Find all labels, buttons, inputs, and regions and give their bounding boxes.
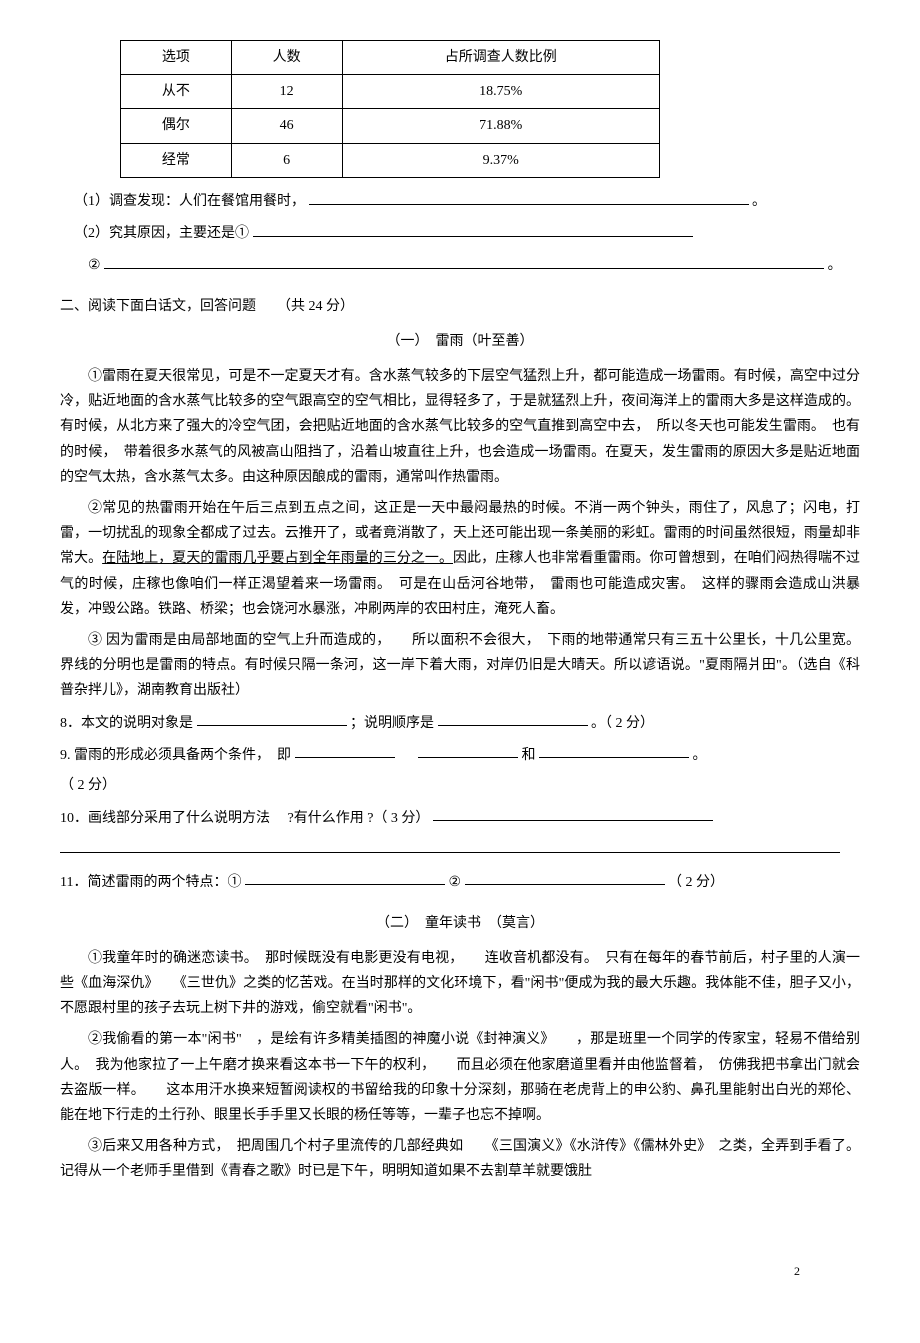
finding-2: （2）究其原因，主要还是① (60, 220, 860, 246)
q11-end: （ 2 分） (668, 874, 724, 889)
blank-line (253, 220, 693, 237)
survey-table: 选项 人数 占所调查人数比例 从不 12 18.75% 偶尔 46 71.88%… (120, 40, 660, 178)
table-row: 偶尔 46 71.88% (121, 109, 660, 143)
finding-1-prefix: （1）调查发现：人们在餐馆用餐时， (74, 194, 305, 209)
period: 。 (752, 194, 766, 209)
q9-and: 和 (522, 747, 536, 762)
question-10: 10．画线部分采用了什么说明方法 ?有什么作用 ?（ 3 分） (60, 805, 860, 831)
passage-1-p1: ①雷雨在夏天很常见，可是不一定夏天才有。含水蒸气较多的下层空气猛烈上升，都可能造… (60, 364, 860, 490)
finding-2b: ② 。 (60, 252, 860, 278)
col-percent: 占所调查人数比例 (342, 41, 660, 75)
passage-1-p2: ②常见的热雷雨开始在午后三点到五点之间，这正是一天中最闷最热的时候。不消一两个钟… (60, 496, 860, 622)
table-header-row: 选项 人数 占所调查人数比例 (121, 41, 660, 75)
passage-1-p3: ③ 因为雷雨是由局部地面的空气上升而造成的， 所以面积不会很大， 下雨的地带通常… (60, 628, 860, 704)
cell-option: 经常 (121, 143, 232, 177)
passage-2-p3: ③后来又用各种方式， 把周围几个村子里流传的几部经典如 《三国演义》《水浒传》《… (60, 1134, 860, 1184)
cell-count: 6 (231, 143, 342, 177)
blank-line (309, 188, 749, 205)
passage-2-p1: ①我童年时的确迷恋读书。 那时候既没有电影更没有电视， 连收音机都没有。 只有在… (60, 946, 860, 1022)
blank-line (60, 837, 840, 854)
page-number: 2 (794, 1261, 800, 1283)
q9-end: 。 (693, 747, 707, 762)
blank-line (433, 805, 713, 822)
blank-line (245, 869, 445, 886)
table-row: 经常 6 9.37% (121, 143, 660, 177)
q8-end: 。（ 2 分） (591, 715, 654, 730)
blank-line (465, 869, 665, 886)
passage-1-title: （一） 雷雨（叶至善） (60, 329, 860, 354)
blank-line (295, 742, 395, 759)
period: 。 (828, 258, 842, 273)
q11-text: 11．简述雷雨的两个特点：① (60, 874, 241, 889)
blank-line (418, 742, 518, 759)
cell-percent: 71.88% (342, 109, 660, 143)
col-count: 人数 (231, 41, 342, 75)
finding-1: （1）调查发现：人们在餐馆用餐时， 。 (60, 188, 860, 214)
q10-text: 10．画线部分采用了什么说明方法 ?有什么作用 ?（ 3 分） (60, 810, 429, 825)
table-row: 从不 12 18.75% (121, 75, 660, 109)
passage-2-title: （二） 童年读书 （莫言） (60, 911, 860, 936)
cell-count: 46 (231, 109, 342, 143)
q8-text: 8．本文的说明对象是 (60, 715, 193, 730)
q9-text: 9. 雷雨的形成必须具备两个条件， 即 (60, 747, 291, 762)
finding-2b-prefix: ② (88, 258, 101, 273)
q8-mid: ；说明顺序是 (350, 715, 434, 730)
col-option: 选项 (121, 41, 232, 75)
cell-option: 偶尔 (121, 109, 232, 143)
question-9: 9. 雷雨的形成必须具备两个条件， 即 和 。 (60, 742, 860, 768)
question-9-score: （ 2 分） (60, 773, 860, 798)
blank-line (104, 252, 824, 269)
p2-underlined: 在陆地上，夏天的雷雨几乎要占到全年雨量的三分之一。 (102, 551, 453, 566)
cell-percent: 9.37% (342, 143, 660, 177)
passage-2-p2: ②我偷看的第一本"闲书" ，是绘有许多精美插图的神魔小说《封神演义》 ，那是班里… (60, 1027, 860, 1128)
cell-option: 从不 (121, 75, 232, 109)
cell-count: 12 (231, 75, 342, 109)
question-8: 8．本文的说明对象是 ；说明顺序是 。（ 2 分） (60, 710, 860, 736)
blank-line (438, 710, 588, 727)
cell-percent: 18.75% (342, 75, 660, 109)
blank-line (197, 710, 347, 727)
q11-mid: ② (448, 874, 461, 889)
finding-2-prefix: （2）究其原因，主要还是① (74, 226, 249, 241)
section-2-title: 二、阅读下面白话文，回答问题 （共 24 分） (60, 294, 860, 319)
blank-line (539, 742, 689, 759)
question-11: 11．简述雷雨的两个特点：① ② （ 2 分） (60, 869, 860, 895)
question-10-line2 (60, 837, 860, 863)
